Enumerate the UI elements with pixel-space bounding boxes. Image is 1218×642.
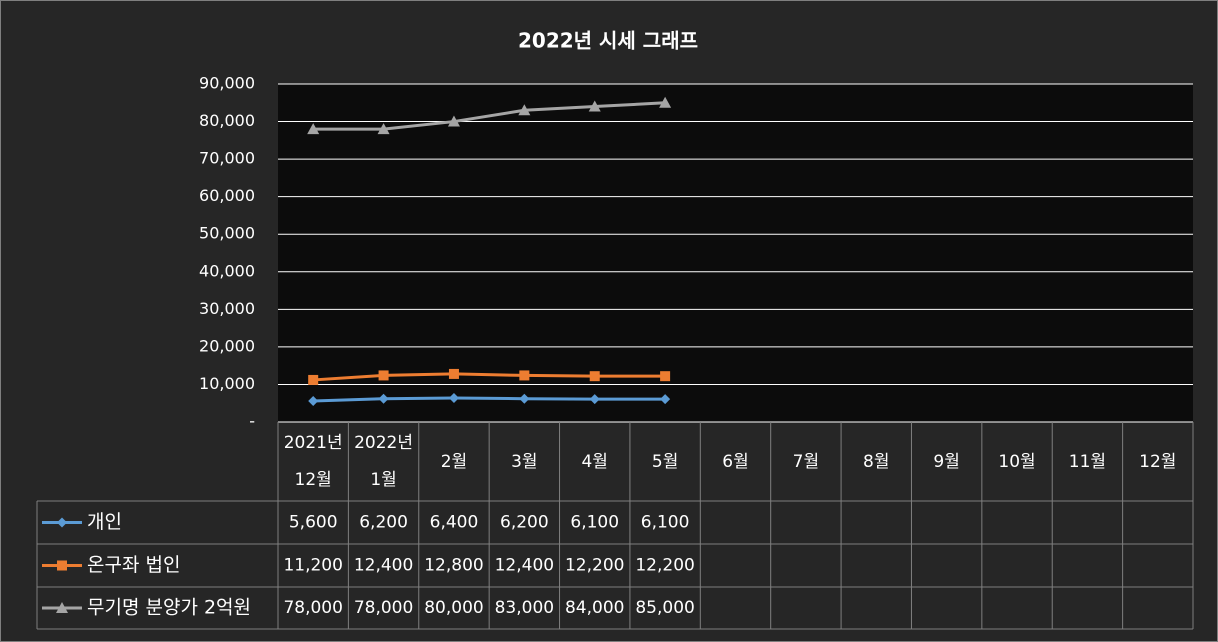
x-tick-label: 7월 <box>793 452 819 472</box>
x-tick-label: 8월 <box>863 452 889 472</box>
x-tick-label: 12월 <box>1139 452 1176 472</box>
table-value: 12,200 <box>635 556 694 576</box>
marker <box>589 371 600 382</box>
y-tick-label: 40,000 <box>199 261 255 280</box>
table-value: 78,000 <box>283 598 342 618</box>
table-value: 5,600 <box>289 513 338 533</box>
y-tick-label: 60,000 <box>199 186 255 205</box>
x-tick-label: 2월 <box>441 452 467 472</box>
marker <box>519 393 530 404</box>
table-value: 6,100 <box>570 513 619 533</box>
x-tick-label: 12월 <box>295 470 332 490</box>
table-value: 6,200 <box>500 513 549 533</box>
series-line <box>313 101 666 131</box>
table-value: 6,200 <box>359 513 408 533</box>
table-value: 80,000 <box>424 598 483 618</box>
y-tick-label: 70,000 <box>199 149 255 168</box>
x-tick-label: 9월 <box>933 452 959 472</box>
marker <box>307 123 320 135</box>
table-value: 6,400 <box>430 513 479 533</box>
table-value: 12,400 <box>495 556 554 576</box>
y-tick-label: 80,000 <box>199 111 255 130</box>
y-tick-label: 90,000 <box>199 74 255 93</box>
marker <box>518 104 531 116</box>
marker <box>57 560 67 571</box>
marker <box>377 123 390 135</box>
table-value: 85,000 <box>635 598 694 618</box>
x-tick-label: 6월 <box>722 452 748 472</box>
x-tick-label: 1월 <box>370 470 396 490</box>
marker <box>448 368 459 379</box>
series-line <box>313 372 666 382</box>
table-value: 11,200 <box>283 556 342 576</box>
x-tick-label: 5월 <box>652 452 678 472</box>
x-tick-label: 2021년 <box>284 433 343 453</box>
marker <box>519 370 530 381</box>
legend-label: 개인 <box>87 511 122 533</box>
y-tick-label: 20,000 <box>199 336 255 355</box>
x-tick-label: 4월 <box>581 452 607 472</box>
marker <box>589 394 600 405</box>
chart-title: 2022년 시세 그래프 <box>518 29 698 53</box>
table-value: 12,800 <box>424 556 483 576</box>
plot-area <box>278 84 1193 422</box>
marker <box>659 96 672 108</box>
x-tick-label: 11월 <box>1069 452 1106 472</box>
marker <box>378 370 389 381</box>
legend-label: 무기명 분양가 2억원 <box>87 597 251 619</box>
marker <box>57 517 67 528</box>
table-value: 84,000 <box>565 598 624 618</box>
marker <box>308 395 319 406</box>
y-tick-label: - <box>249 412 255 431</box>
table-value: 12,400 <box>354 556 413 576</box>
marker <box>308 374 319 385</box>
x-tick-label: 10월 <box>998 452 1035 472</box>
table-value: 83,000 <box>495 598 554 618</box>
table-value: 6,100 <box>641 513 690 533</box>
table-value: 12,200 <box>565 556 624 576</box>
series-line <box>313 396 666 403</box>
legend-label: 온구좌 법인 <box>87 554 180 576</box>
marker <box>660 371 671 382</box>
y-tick-label: 10,000 <box>199 374 255 393</box>
marker <box>660 394 671 405</box>
x-tick-label: 2022년 <box>354 433 413 453</box>
table-value: 78,000 <box>354 598 413 618</box>
x-tick-label: 3월 <box>511 452 537 472</box>
marker <box>448 392 459 403</box>
marker <box>56 602 68 613</box>
marker <box>447 115 460 127</box>
y-tick-label: 30,000 <box>199 299 255 318</box>
y-tick-label: 50,000 <box>199 224 255 243</box>
marker <box>378 393 389 404</box>
marker <box>588 100 601 112</box>
